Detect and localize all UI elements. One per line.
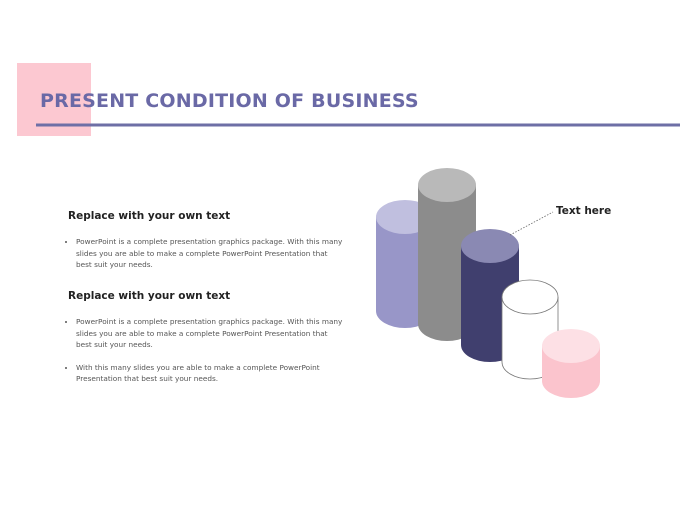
callout-line [509, 211, 554, 236]
section-heading: Replace with your own text [68, 210, 231, 222]
bullet-list: PowerPoint is a complete presentation gr… [68, 316, 344, 396]
bullet: PowerPoint is a complete presentation gr… [76, 316, 344, 351]
section-heading: Replace with your own text [68, 290, 231, 302]
slide-title: PRESENT CONDITION OF BUSINESS [40, 90, 419, 112]
bullet-list: PowerPoint is a complete presentation gr… [68, 236, 344, 282]
cylinder [542, 329, 600, 398]
bullet: With this many slides you are able to ma… [76, 362, 344, 385]
callout-label: Text here [556, 205, 612, 217]
bullet: PowerPoint is a complete presentation gr… [76, 236, 344, 271]
